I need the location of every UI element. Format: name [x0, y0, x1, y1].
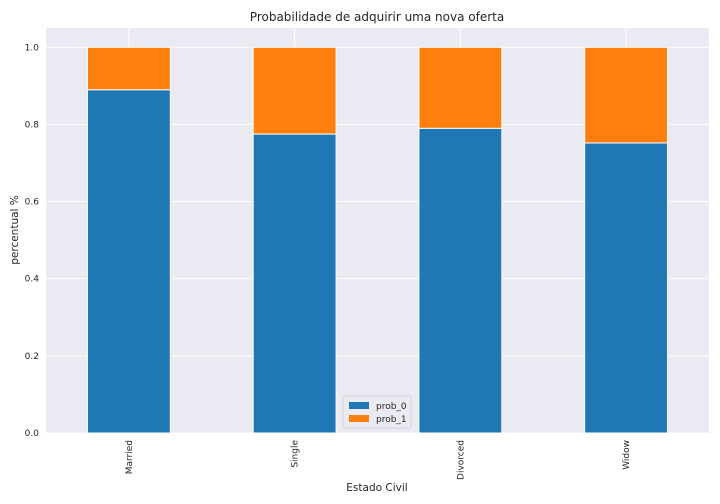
y-tick-label: 0.0	[25, 429, 40, 439]
legend-label: prob_1	[376, 415, 407, 425]
legend-label: prob_0	[376, 402, 407, 412]
bar-prob_0-widow	[584, 142, 669, 434]
y-axis-ticks: 0.0 0.2 0.4 0.6 0.8 1.0	[25, 43, 40, 439]
bar-prob_1-widow	[584, 46, 669, 144]
y-tick-label: 0.4	[25, 275, 40, 285]
legend-swatch-prob_0	[349, 402, 369, 409]
y-axis-label: percentual %	[9, 195, 21, 265]
legend-swatch-prob_1	[349, 415, 369, 422]
bars	[86, 46, 669, 434]
bar-prob_0-single	[252, 133, 337, 434]
y-tick-label: 1.0	[25, 43, 40, 53]
x-tick-label: Single	[291, 440, 301, 468]
bar-prob_0-married	[86, 89, 171, 434]
x-tick-label: Married	[125, 440, 135, 474]
y-tick-label: 0.6	[25, 198, 40, 208]
y-tick-label: 0.2	[25, 352, 39, 362]
chart-title: Probabilidade de adquirir uma nova ofert…	[250, 10, 504, 24]
x-tick-label: Divorced	[456, 440, 466, 480]
x-axis-ticks: Married Single Divorced Widow	[125, 440, 632, 480]
bar-prob_1-single	[252, 46, 337, 135]
x-axis-label: Estado Civil	[346, 482, 407, 494]
bar-prob_1-married	[86, 46, 171, 91]
x-tick-label: Widow	[622, 440, 632, 470]
y-tick-label: 0.8	[25, 120, 40, 130]
legend: prob_0 prob_1	[342, 395, 412, 429]
bar-prob_1-divorced	[418, 46, 503, 129]
bar-prob_0-divorced	[418, 127, 503, 434]
